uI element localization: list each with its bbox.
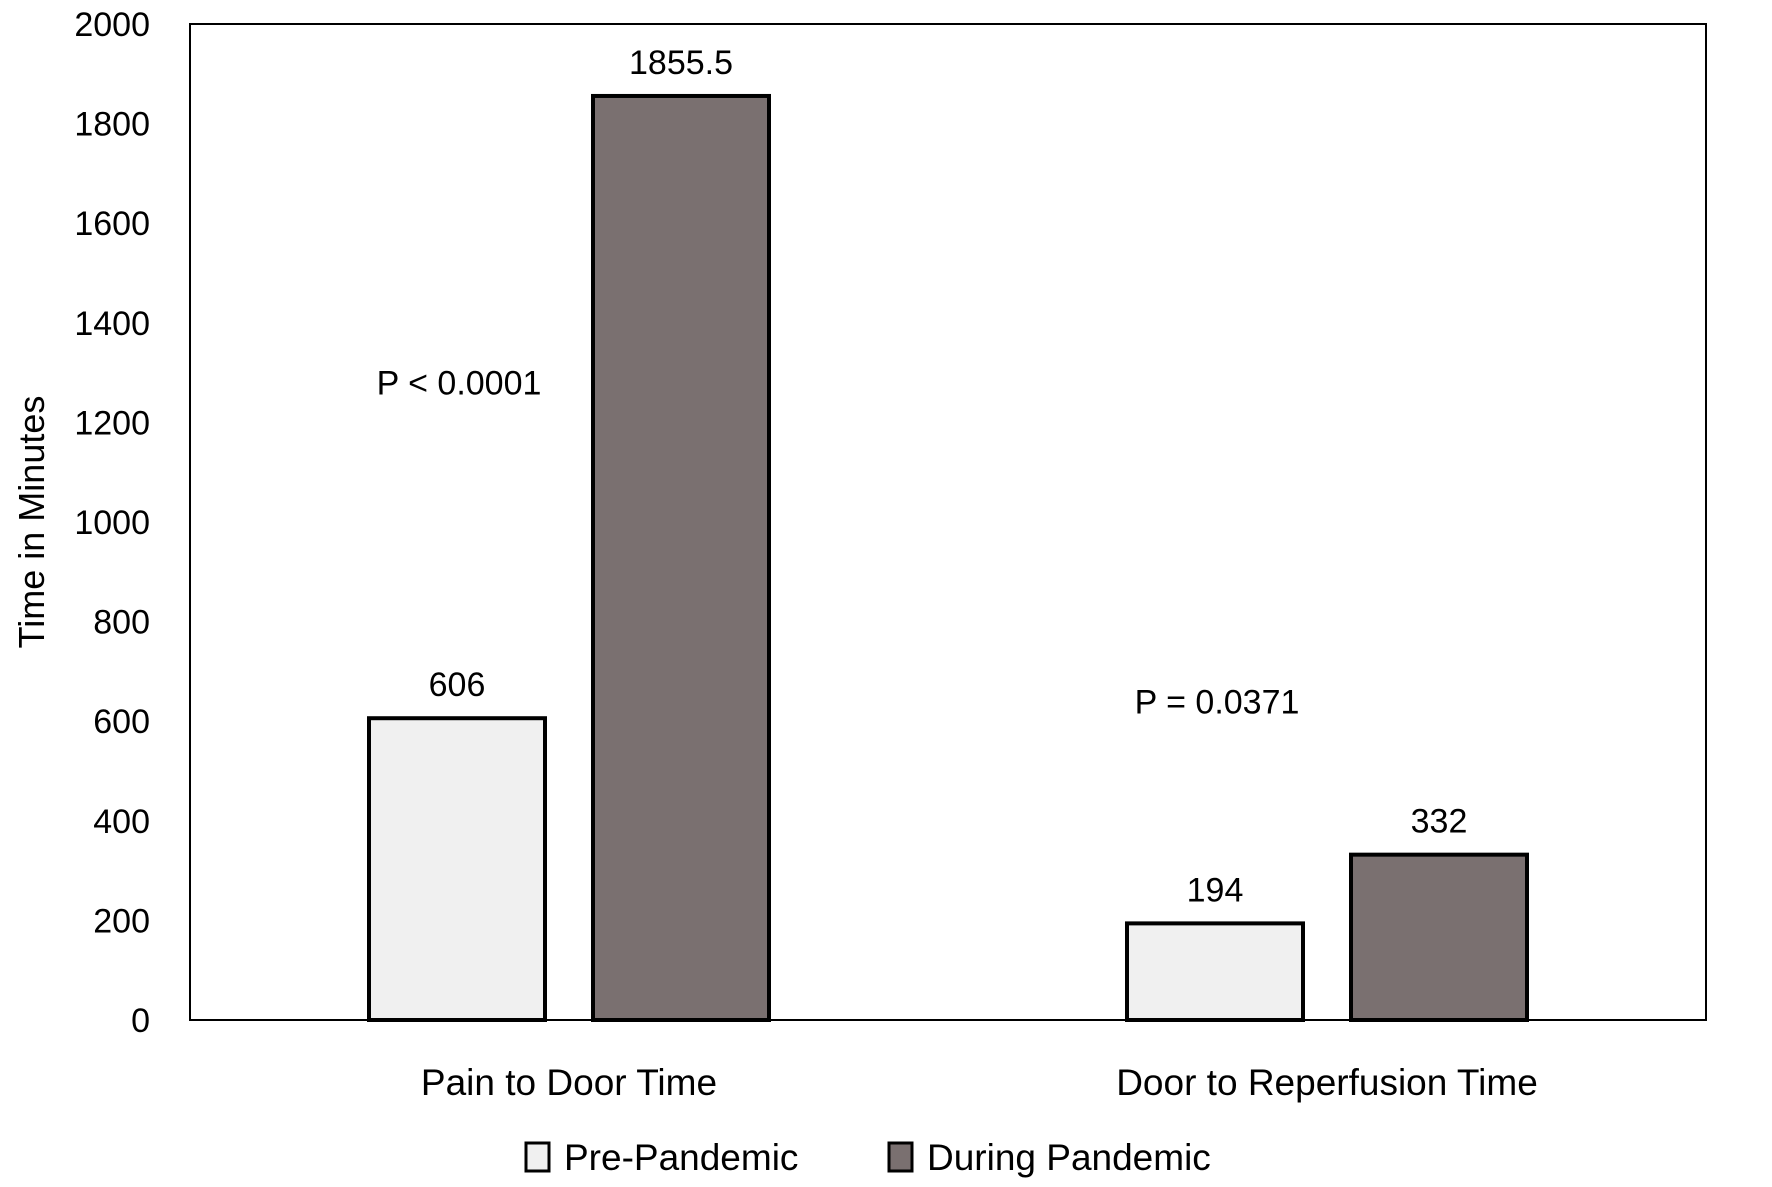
bar-pre-pandemic <box>1125 921 1305 1022</box>
data-label: 606 <box>429 666 486 704</box>
y-tick-label: 1200 <box>74 404 150 442</box>
y-tick-label: 800 <box>93 604 150 642</box>
y-axis-title: Time in Minutes <box>11 396 52 649</box>
y-tick-label: 1000 <box>74 504 150 542</box>
bars <box>367 93 1529 1022</box>
bar-pre-pandemic <box>367 716 547 1022</box>
legend-swatch-during-pandemic <box>887 1141 914 1173</box>
p-value-annotation: P = 0.0371 <box>1135 683 1300 721</box>
x-category-label: Pain to Door Time <box>421 1062 717 1103</box>
bar-during-pandemic <box>1349 852 1529 1022</box>
x-axis-category-labels: Pain to Door Time Door to Reperfusion Tim… <box>421 1062 1538 1103</box>
y-tick-label: 1800 <box>74 106 150 144</box>
x-category-label: Door to Reperfusion Time <box>1116 1062 1538 1103</box>
annotations: P < 0.0001 P = 0.0371 <box>377 365 1300 722</box>
y-tick-label: 400 <box>93 803 150 841</box>
legend-swatch-pre-pandemic <box>524 1141 551 1173</box>
y-tick-label: 1400 <box>74 305 150 343</box>
data-label: 332 <box>1411 803 1468 841</box>
y-tick-label: 200 <box>93 902 150 940</box>
legend: Pre-Pandemic During Pandemic <box>524 1137 1211 1178</box>
y-tick-label: 2000 <box>74 6 150 44</box>
legend-label-pre-pandemic: Pre-Pandemic <box>564 1137 798 1178</box>
data-labels: 606 1855.5 194 332 <box>429 44 1468 909</box>
p-value-annotation: P < 0.0001 <box>377 365 542 403</box>
y-tick-label: 600 <box>93 703 150 741</box>
y-axis-tick-labels: 0 200 400 600 800 1000 1200 1400 1600 1800 2000 <box>74 6 150 1040</box>
data-label: 194 <box>1187 871 1244 909</box>
bar-during-pandemic <box>591 93 771 1022</box>
y-tick-label: 1600 <box>74 205 150 243</box>
data-label: 1855.5 <box>629 44 733 82</box>
y-tick-label: 0 <box>131 1002 150 1040</box>
legend-label-during-pandemic: During Pandemic <box>927 1137 1211 1178</box>
